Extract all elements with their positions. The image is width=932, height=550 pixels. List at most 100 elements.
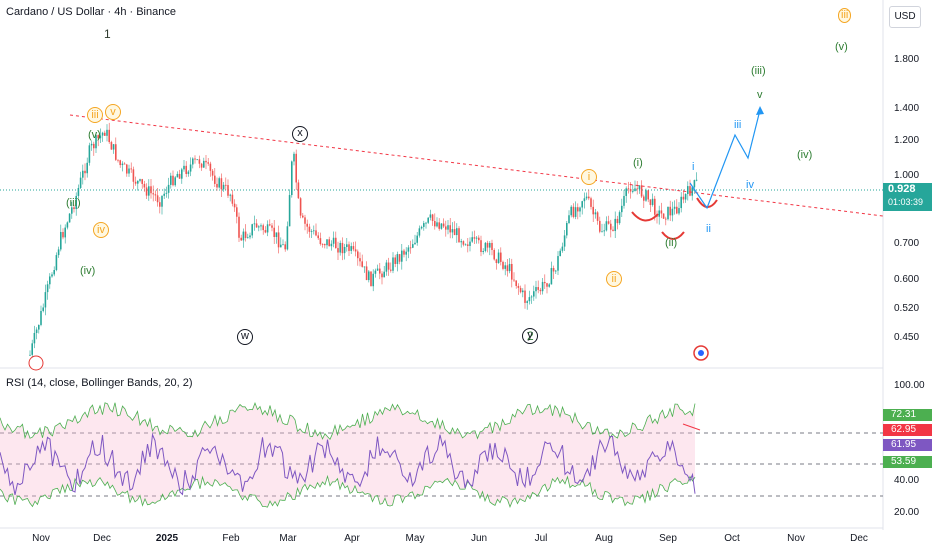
dividend-marker-icon[interactable] [28,355,44,371]
rsi-divergence-line[interactable] [682,423,701,431]
candle-body [519,287,522,293]
candle-body [649,199,652,205]
candle-body [493,249,495,260]
candle-body [82,170,84,178]
candle-body [434,221,436,227]
time-tick: May [405,533,425,544]
candle-body [284,244,286,250]
candle-body [170,175,172,185]
time-tick: Oct [724,533,740,544]
candle-body [321,244,324,245]
candle-body [68,213,71,223]
candle-body [482,250,484,253]
wave-label[interactable]: iii [838,8,852,23]
wave-label[interactable]: (iii) [66,197,81,209]
wave-label[interactable]: (v) [88,129,101,141]
candle-body [326,239,328,246]
arc-annotation[interactable] [661,231,685,240]
candle-body [612,229,614,231]
candle-body [178,173,181,179]
candle-body [425,222,427,224]
wave-label[interactable]: iii [734,119,742,131]
candle-body [38,324,40,330]
candle-body [132,169,135,182]
time-tick: 2025 [155,533,179,544]
candle-body [431,214,434,222]
candle-body [354,249,357,252]
candle-body [86,162,88,174]
candle-body [414,242,416,245]
candle-body [541,281,544,292]
candle-body [40,310,42,325]
rsi-indicator-title[interactable]: RSI (14, close, Bollinger Bands, 20, 2) [6,377,193,389]
candlesticks [29,122,698,359]
projection-path[interactable] [689,109,761,210]
candle-body [365,266,368,281]
candle-body [684,193,687,200]
wave-label[interactable]: x [292,126,308,142]
candle-body [293,153,295,162]
wave-label[interactable]: 1 [104,27,111,41]
candle-body [90,143,93,146]
candle-body [176,173,179,178]
candle-body [579,207,581,212]
wave-label[interactable]: (iv) [797,149,813,161]
candle-body [394,257,396,264]
candle-body [71,207,73,214]
wave-label[interactable]: (ii) [665,237,678,249]
wave-label[interactable]: (iv) [80,265,96,277]
wave-label[interactable]: ii [706,223,711,235]
candle-body [332,237,335,244]
wave-label[interactable]: iv [93,222,109,238]
wave-label[interactable]: w [237,329,253,345]
candle-body [79,177,82,188]
candle-body [189,164,192,172]
candle-body [491,242,493,250]
wave-label[interactable]: (iii) [751,65,766,77]
candle-body [247,237,249,239]
candle-body [231,194,234,204]
time-tick: Feb [222,533,240,544]
candle-body [335,237,337,249]
wave-label[interactable]: y [522,328,538,344]
wave-label[interactable]: i [581,169,597,185]
candle-body [150,186,152,194]
candle-body [530,296,533,298]
candle-body [607,221,610,224]
candle-body [634,188,636,192]
time-tick: Apr [344,533,360,544]
wave-label[interactable]: i [692,161,695,173]
wave-label[interactable]: ii [606,271,622,287]
arc-annotation[interactable] [696,197,718,208]
candle-body [689,186,691,196]
wave-label[interactable]: iv [746,179,754,191]
candle-body [618,212,621,224]
wave-label[interactable]: (v) [835,41,848,53]
candle-body [106,129,108,136]
candle-body [350,246,352,251]
currency-button[interactable]: USD [889,6,921,28]
wave-label[interactable]: v [105,104,121,120]
candle-body [253,223,256,225]
candle-body [194,158,196,160]
descending-trendline[interactable] [69,114,884,217]
time-tick: Dec [850,533,868,544]
candle-body [288,195,291,227]
time-tick: Jun [470,533,488,544]
candle-body [478,237,480,241]
candle-body [238,216,240,238]
candle-body [328,239,330,247]
arc-annotation[interactable] [631,211,659,222]
candle-body [603,230,605,232]
wave-label[interactable]: v [757,89,763,101]
wave-label[interactable]: (i) [633,157,643,169]
candle-body [183,165,185,170]
candle-body [526,301,528,303]
candle-body [220,178,223,190]
candle-body [167,184,170,193]
wave-label[interactable]: iii [87,107,103,123]
candle-body [676,206,678,214]
candle-body [570,206,572,216]
candle-body [596,212,599,221]
